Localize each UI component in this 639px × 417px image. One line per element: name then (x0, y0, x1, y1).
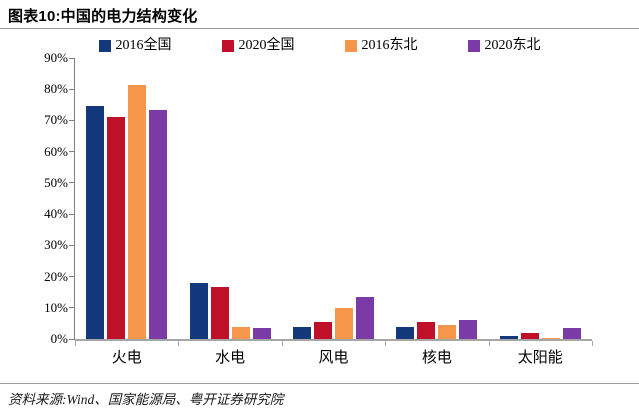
y-axis-line (74, 58, 75, 340)
y-tick-label: 30% (44, 237, 68, 253)
title-divider (0, 28, 639, 29)
x-axis-tick (592, 341, 593, 346)
legend-swatch (98, 40, 111, 52)
x-axis-line (75, 339, 592, 341)
bar-2020全国-太阳能 (520, 333, 539, 339)
bar-2016东北-火电 (128, 85, 147, 339)
y-tick-label: 40% (44, 206, 68, 222)
x-axis-tick (75, 341, 76, 346)
legend-swatch (344, 40, 357, 52)
legend: 2016全国 2020全国 2016东北 2020东北 (0, 38, 639, 54)
bar-group (75, 58, 178, 339)
bar-2016东北-水电 (231, 327, 250, 339)
bar-2020东北-水电 (252, 328, 271, 339)
y-axis-tick (69, 244, 74, 246)
footer-divider (0, 383, 639, 384)
bar-2016全国-风电 (292, 327, 311, 339)
x-axis-tick (385, 341, 387, 346)
y-axis-tick (69, 151, 74, 153)
bar-2016全国-火电 (86, 106, 105, 339)
bar-group (178, 58, 281, 339)
bar-2016全国-水电 (189, 283, 208, 339)
legend-label: 2020东北 (484, 38, 541, 53)
y-axis-tick (69, 338, 74, 340)
legend-label: 2016东北 (361, 38, 418, 53)
y-tick-label: 20% (44, 268, 68, 284)
bar-2020东北-风电 (355, 297, 374, 339)
y-tick-label: 10% (44, 299, 68, 315)
bar-2016全国-太阳能 (499, 336, 518, 339)
y-axis-tick (69, 307, 74, 309)
bar-2020全国-火电 (107, 117, 126, 339)
chart-title: 图表10:中国的电力结构变化 (8, 8, 198, 25)
legend-label: 2016全国 (115, 38, 172, 53)
bar-2016东北-太阳能 (541, 338, 560, 339)
y-axis-tick (69, 213, 74, 215)
y-axis-tick (69, 182, 74, 184)
bar-2020东北-火电 (149, 110, 168, 339)
bar-group (489, 58, 592, 339)
y-tick-label: 0% (50, 331, 68, 346)
x-axis-tick (281, 341, 283, 346)
bar-2016东北-风电 (334, 308, 353, 339)
x-axis-tick (488, 341, 490, 346)
y-axis-tick (69, 88, 74, 90)
x-category-label: 风电 (318, 350, 349, 366)
legend-swatch (221, 40, 234, 52)
x-category-label: 火电 (111, 350, 142, 366)
legend-label: 2020全国 (238, 38, 295, 53)
x-category-label: 核电 (421, 350, 452, 366)
legend-item: 2020全国 (221, 38, 295, 54)
x-category-label: 水电 (215, 350, 246, 366)
bar-2020东北-太阳能 (562, 328, 581, 339)
bar-group (282, 58, 385, 339)
bar-2020全国-风电 (313, 322, 332, 339)
x-category-label: 太阳能 (517, 350, 563, 366)
source-note: 资料来源:Wind、国家能源局、粤开证券研究院 (8, 392, 284, 407)
bar-2016东北-核电 (438, 325, 457, 339)
y-tick-label: 90% (44, 50, 68, 65)
bar-2016全国-核电 (396, 327, 415, 339)
legend-item: 2020东北 (467, 38, 541, 54)
y-axis-tick (69, 119, 74, 121)
legend-item: 2016全国 (98, 38, 172, 54)
y-axis-tick (69, 276, 74, 278)
bar-2020东北-核电 (459, 320, 478, 339)
y-tick-label: 60% (44, 143, 68, 159)
legend-swatch (467, 40, 480, 52)
legend-item: 2016东北 (344, 38, 418, 54)
bar-2020全国-水电 (210, 287, 229, 339)
y-axis-tick (69, 57, 74, 59)
bar-group (385, 58, 488, 339)
y-tick-label: 50% (44, 174, 68, 190)
x-axis-tick (178, 341, 180, 346)
y-tick-label: 80% (44, 81, 68, 97)
y-tick-label: 70% (44, 112, 68, 128)
bar-2020全国-核电 (417, 322, 436, 339)
